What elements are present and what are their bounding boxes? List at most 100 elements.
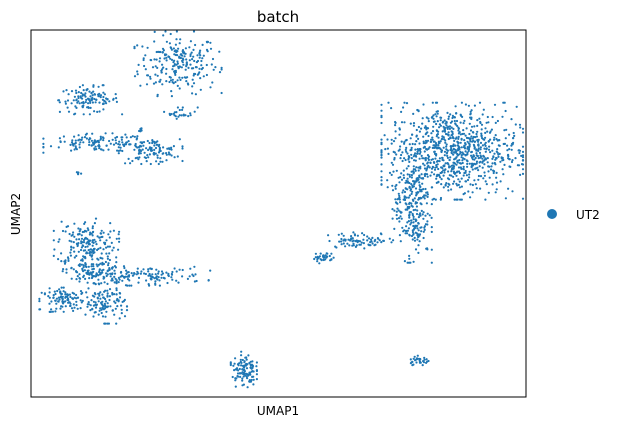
scatter-point <box>207 279 210 282</box>
scatter-point <box>422 230 425 233</box>
scatter-point <box>506 144 509 147</box>
scatter-point <box>399 240 402 243</box>
scatter-point <box>242 366 245 369</box>
scatter-point <box>407 155 410 158</box>
scatter-point <box>115 237 118 240</box>
scatter-point <box>105 102 108 105</box>
scatter-point <box>457 178 460 181</box>
scatter-point <box>475 162 478 165</box>
scatter-point <box>113 275 116 278</box>
scatter-point <box>410 170 413 173</box>
scatter-point <box>422 135 425 138</box>
scatter-point <box>428 146 431 149</box>
scatter-point <box>413 236 416 239</box>
scatter-point <box>64 100 67 103</box>
scatter-point <box>97 278 100 281</box>
scatter-point <box>88 277 91 280</box>
scatter-point <box>245 367 249 370</box>
scatter-point <box>391 189 395 192</box>
scatter-point <box>410 146 413 149</box>
scatter-point <box>474 183 477 186</box>
scatter-point <box>404 208 407 211</box>
scatter-point <box>404 158 407 162</box>
scatter-point <box>413 197 416 200</box>
scatter-point <box>502 142 505 146</box>
scatter-point <box>92 267 95 270</box>
scatter-point <box>410 234 414 238</box>
scatter-point <box>72 144 75 147</box>
scatter-point <box>91 101 94 104</box>
scatter-point <box>521 145 525 148</box>
scatter-point <box>102 149 105 152</box>
scatter-point <box>410 221 413 224</box>
scatter-point <box>398 234 401 237</box>
scatter-point <box>450 174 453 177</box>
scatter-point <box>140 162 143 166</box>
scatter-point <box>94 240 97 243</box>
scatter-point <box>80 246 83 249</box>
scatter-point <box>165 40 168 43</box>
scatter-point <box>240 361 243 364</box>
scatter-point <box>198 71 201 74</box>
scatter-point <box>469 140 472 143</box>
scatter-point <box>182 63 185 66</box>
scatter-point <box>66 99 70 102</box>
scatter-point <box>468 122 471 125</box>
scatter-point <box>205 48 209 52</box>
scatter-point <box>479 187 482 190</box>
scatter-point <box>404 202 407 205</box>
scatter-point <box>80 240 83 243</box>
scatter-point <box>457 135 460 138</box>
scatter-point <box>80 242 83 245</box>
scatter-point <box>416 152 419 155</box>
scatter-point <box>157 270 160 273</box>
scatter-point <box>83 136 87 139</box>
scatter-point <box>114 301 117 304</box>
scatter-point <box>412 221 415 224</box>
scatter-point <box>481 160 484 163</box>
scatter-point <box>434 142 438 145</box>
scatter-point <box>409 362 412 365</box>
scatter-point <box>420 127 423 130</box>
scatter-point <box>402 106 405 109</box>
scatter-point <box>394 198 397 201</box>
scatter-point <box>442 120 445 123</box>
scatter-point <box>55 307 58 310</box>
scatter-point <box>138 149 141 152</box>
scatter-point <box>455 156 458 159</box>
scatter-point <box>118 291 121 295</box>
scatter-point <box>417 178 420 181</box>
scatter-point <box>193 265 196 268</box>
scatter-point <box>89 254 92 257</box>
scatter-point <box>408 216 411 219</box>
scatter-point <box>411 229 414 232</box>
scatter-point <box>495 171 498 174</box>
scatter-point <box>484 131 487 134</box>
scatter-point <box>412 260 415 263</box>
scatter-point <box>447 131 450 134</box>
scatter-point <box>165 153 168 156</box>
scatter-point <box>142 57 145 60</box>
scatter-point <box>117 233 120 236</box>
scatter-point <box>122 265 126 268</box>
scatter-point <box>49 145 53 148</box>
scatter-point <box>205 40 208 43</box>
scatter-point <box>176 106 179 109</box>
scatter-point <box>462 132 466 135</box>
scatter-point <box>411 214 414 217</box>
scatter-point <box>237 369 240 372</box>
scatter-point <box>519 126 522 129</box>
scatter-point <box>423 145 426 148</box>
scatter-point <box>443 129 446 132</box>
scatter-point <box>475 135 478 138</box>
scatter-point <box>502 101 505 104</box>
scatter-point <box>447 185 450 188</box>
scatter-point <box>483 171 486 174</box>
scatter-point <box>319 258 322 261</box>
scatter-point <box>111 132 114 135</box>
scatter-point <box>351 240 354 243</box>
scatter-point <box>521 159 525 162</box>
scatter-point <box>406 221 409 224</box>
scatter-point <box>172 47 175 50</box>
scatter-point <box>241 377 244 380</box>
